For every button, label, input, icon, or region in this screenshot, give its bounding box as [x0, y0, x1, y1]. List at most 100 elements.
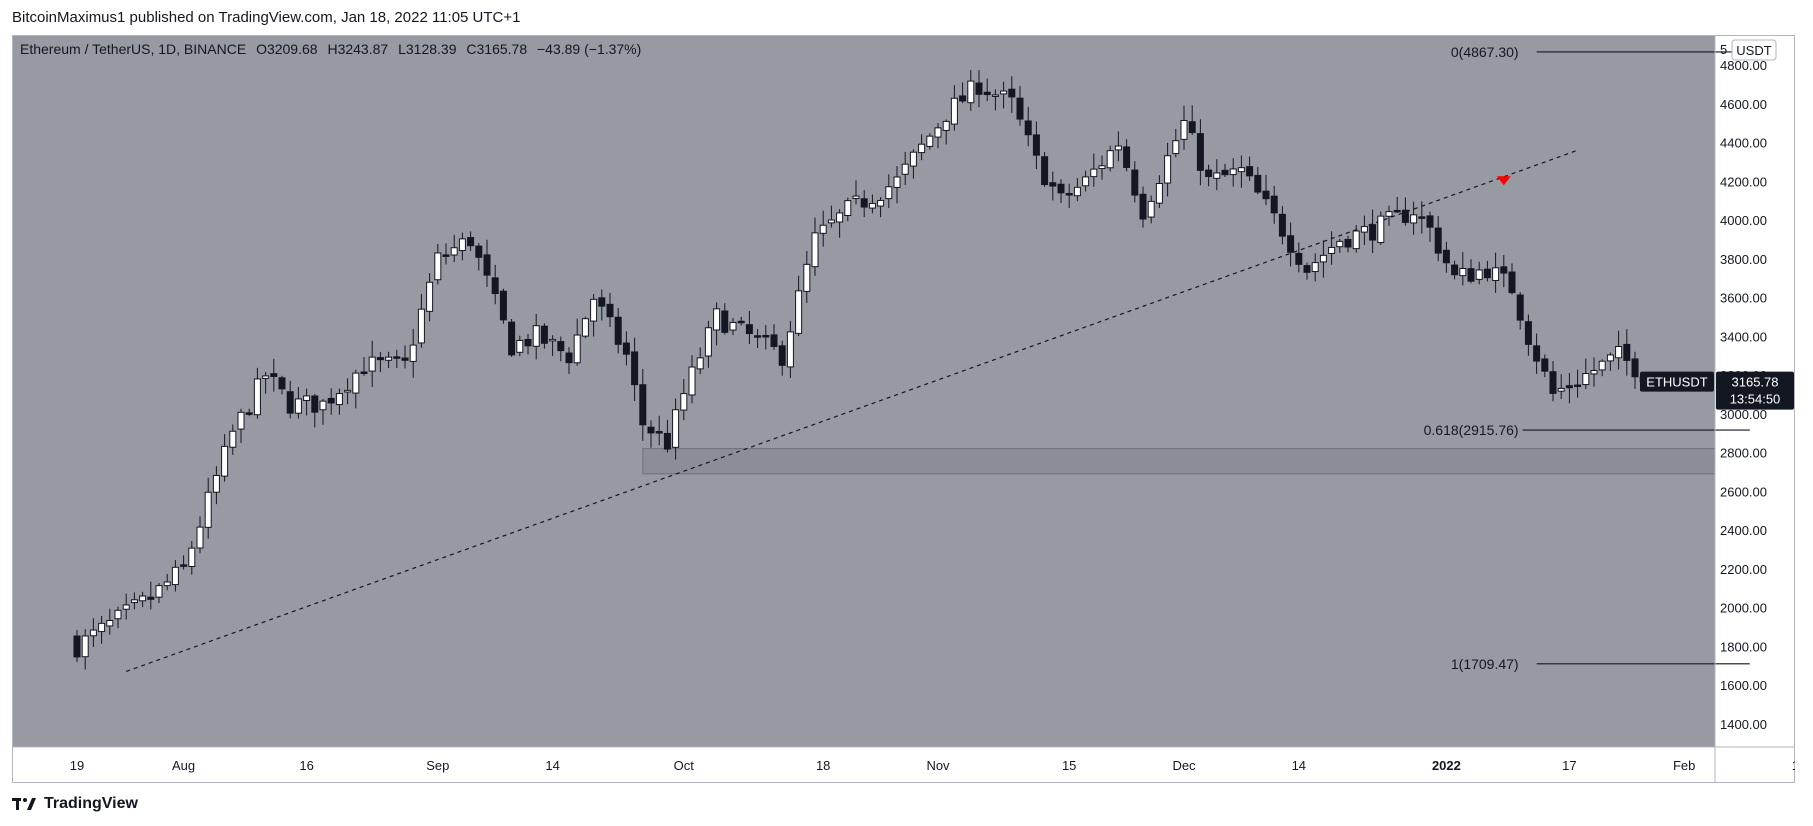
candle-body: [385, 356, 393, 361]
candle-body: [237, 411, 245, 430]
x-tick-label: 14: [1292, 758, 1306, 773]
candle-body: [467, 237, 475, 247]
candle-body: [1000, 90, 1008, 95]
candle-body: [1106, 150, 1114, 169]
price-tag: ETHUSDT 3165.78 13:54:50: [1640, 371, 1794, 410]
candle-body: [688, 366, 696, 396]
legend: Ethereum / TetherUS, 1D, BINANCE O3209.6…: [20, 41, 641, 57]
candle-body: [1344, 238, 1352, 248]
candle-body: [844, 200, 852, 216]
footer: TradingView: [12, 792, 138, 816]
candle-body: [811, 232, 819, 268]
candle-body: [1385, 211, 1393, 217]
fib-levels: 0(4867.30) 0.618(2915.76) 1(1709.47): [1424, 44, 1750, 672]
candle-body: [1237, 167, 1245, 173]
candle-body: [1123, 146, 1131, 168]
candle-body: [319, 400, 327, 411]
candle-body: [475, 245, 483, 258]
candle-body: [893, 176, 901, 188]
candle-body: [327, 397, 335, 404]
candle-body: [516, 339, 524, 353]
x-tick-label: 14: [545, 758, 559, 773]
candle-body: [1180, 119, 1188, 140]
candle-body: [1246, 166, 1254, 177]
candle-body: [483, 254, 491, 276]
candle-body: [754, 335, 762, 338]
candle-body: [1196, 133, 1204, 171]
resistance-marker: [1496, 176, 1511, 186]
candle-body: [1270, 195, 1278, 214]
candle-body: [860, 198, 868, 208]
candle-body: [286, 391, 294, 414]
candle-body: [212, 474, 220, 493]
y-tick-label: 1600.00: [1720, 678, 1767, 693]
candle-body: [1606, 354, 1614, 362]
candle-body: [672, 409, 680, 448]
y-tick-label: 1800.00: [1720, 639, 1767, 654]
candle-body: [1287, 235, 1295, 253]
y-tick-label: 4800.00: [1720, 58, 1767, 73]
legend-open-value: 3209.68: [267, 41, 318, 57]
candle-body: [1565, 385, 1573, 389]
candle-body: [918, 143, 926, 154]
candle-body: [1549, 371, 1557, 394]
candle-body: [1188, 121, 1196, 134]
candle-body: [721, 310, 729, 333]
candle-body: [1205, 169, 1213, 177]
y-tick-label: 3800.00: [1720, 252, 1767, 267]
candle-body: [696, 357, 704, 370]
candle-body: [770, 334, 778, 347]
candle-body: [1139, 193, 1147, 220]
candle-body: [106, 620, 114, 627]
price-chart[interactable]: 0(4867.30) 0.618(2915.76) 1(1709.47) 1400.…: [12, 35, 1795, 783]
candles: [73, 69, 1655, 670]
legend-symbol: Ethereum / TetherUS, 1D, BINANCE: [20, 41, 246, 57]
candle-body: [262, 375, 270, 379]
candle-body: [1442, 249, 1450, 264]
candle-body: [1451, 264, 1459, 276]
candle-body: [606, 303, 614, 318]
legend-low-value: 3128.39: [406, 41, 457, 57]
candle-body: [713, 308, 721, 331]
candle-body: [1524, 321, 1532, 345]
price-tag-value-bg: [1716, 371, 1794, 410]
x-tick-label: 14: [1792, 758, 1795, 773]
x-tick-label: Sep: [426, 758, 449, 773]
candle-body: [335, 393, 343, 406]
currency-label[interactable]: 5 USDT: [1720, 39, 1777, 61]
candle-body: [1172, 140, 1180, 155]
candle-body: [631, 351, 639, 386]
candle-body: [1377, 215, 1385, 244]
candle-body: [1328, 246, 1336, 254]
candle-body: [294, 398, 302, 414]
tradingview-logo-icon: [12, 798, 36, 810]
candle-body: [1049, 182, 1057, 187]
plot-background[interactable]: [13, 36, 1715, 747]
candle-body: [827, 219, 835, 224]
candle-body: [1401, 209, 1409, 223]
candle-body: [1467, 268, 1475, 282]
candle-body: [1410, 214, 1418, 224]
candle-body: [245, 412, 253, 415]
support-zone: [642, 448, 1716, 475]
y-tick-label: 1400.00: [1720, 717, 1767, 732]
candle-body: [1303, 265, 1311, 273]
candle-body: [1475, 269, 1483, 280]
candle-body: [409, 344, 417, 362]
candle-body: [147, 596, 155, 600]
candle-body: [778, 345, 786, 366]
candle-body: [647, 426, 655, 434]
candle-body: [737, 320, 745, 324]
candle-body: [909, 151, 917, 167]
candle-body: [1057, 183, 1065, 194]
candle-body: [1623, 343, 1631, 361]
candle-body: [253, 378, 261, 416]
candle-body: [1582, 373, 1590, 386]
x-tick-label: Feb: [1673, 758, 1695, 773]
candle-body: [401, 357, 409, 361]
time-axis[interactable]: 19 Aug 16 Sep 14 Oct 18 Nov 15 Dec 14 2022 17 Feb 14: [70, 758, 1795, 773]
candle-body: [491, 277, 499, 295]
fib-level-label: 0.618(2915.76): [1424, 422, 1519, 438]
candle-body: [311, 395, 319, 413]
candle-body: [1418, 216, 1426, 219]
